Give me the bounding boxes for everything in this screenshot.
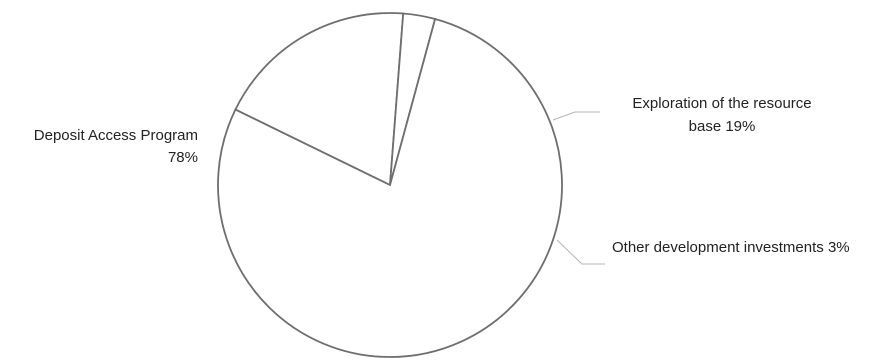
slice-label-other: Other development investments 3%: [612, 239, 850, 256]
slice-labels: Exploration of the resource base 19% Oth…: [34, 95, 850, 256]
pie-slice-exploration: [234, 12, 405, 187]
leader-line-other: [556, 239, 605, 265]
slice-label-exploration-line2: base 19%: [689, 118, 756, 135]
pie-slice-deposit: [217, 17, 563, 358]
slice-label-exploration-line1: Exploration of the resource: [632, 95, 811, 112]
pie-slices: [217, 12, 563, 358]
leader-line-exploration: [552, 111, 600, 121]
leader-lines: [552, 111, 605, 265]
slice-label-deposit-line2: 78%: [168, 149, 198, 166]
slice-label-deposit-line1: Deposit Access Program: [34, 127, 198, 144]
